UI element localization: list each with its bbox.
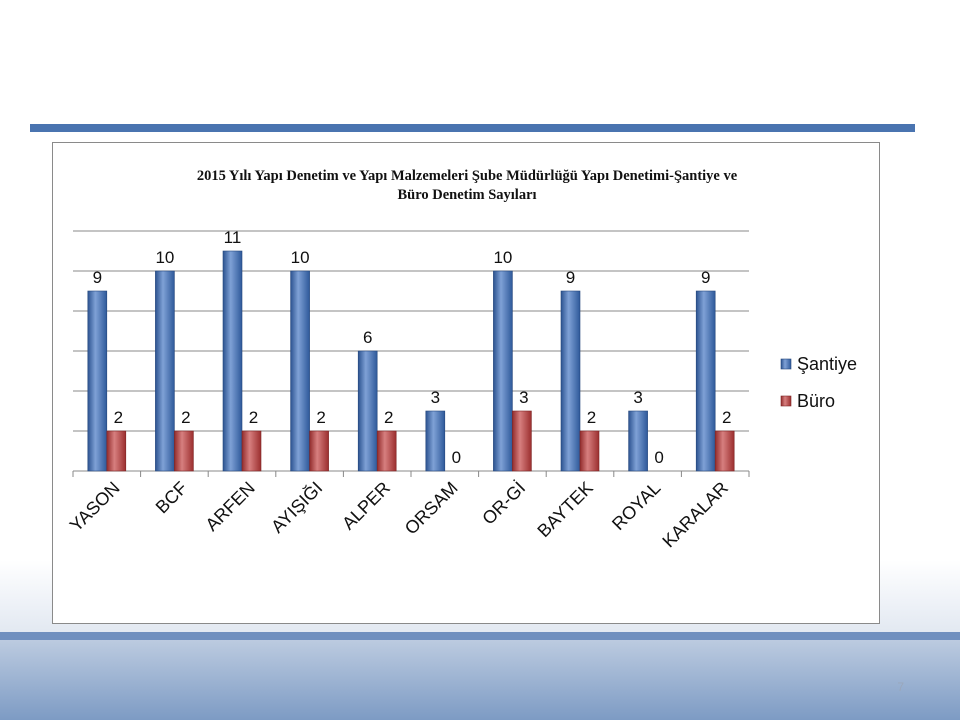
data-label: 2	[249, 408, 258, 427]
bar-Şantiye-BAYTEK	[560, 290, 581, 472]
data-label: 3	[431, 388, 440, 407]
legend-label: Şantiye	[797, 354, 857, 374]
data-label: 10	[155, 248, 174, 267]
data-label: 2	[316, 408, 325, 427]
data-label: 9	[701, 268, 710, 287]
category-label: OR-Gİ	[478, 478, 529, 529]
bar-Büro-YASON	[106, 430, 127, 472]
category-label: ARFEN	[202, 478, 259, 535]
category-label: KARALAR	[658, 478, 732, 552]
footer-band	[0, 632, 960, 720]
data-label: 11	[224, 228, 242, 247]
bar-Şantiye-YASON	[87, 290, 108, 472]
bar-Büro-AYIŞIĞI	[309, 430, 329, 472]
data-label: 10	[493, 248, 512, 267]
data-label: 9	[93, 268, 102, 287]
bar-Büro-KARALAR	[714, 430, 735, 472]
bar-Büro-BCF	[174, 430, 194, 472]
category-label: YASON	[66, 478, 124, 536]
category-label: ALPER	[338, 478, 394, 534]
bar-Şantiye-ROYAL	[628, 410, 648, 472]
bar-Şantiye-ARFEN	[222, 250, 243, 472]
data-label: 3	[519, 388, 528, 407]
title-divider	[30, 124, 915, 132]
bar-Şantiye-BCF	[155, 270, 175, 472]
bar-Şantiye-ORSAM	[425, 410, 446, 472]
chart-frame: 2015 Yılı Yapı Denetim ve Yapı Malzemele…	[52, 142, 880, 624]
category-label: ORSAM	[401, 478, 462, 539]
chart-title-line-2: Büro Denetim Sayıları	[397, 187, 537, 203]
data-label: 2	[384, 408, 393, 427]
data-label: 9	[566, 268, 575, 287]
legend-swatch	[780, 395, 792, 407]
data-label: 0	[452, 448, 461, 467]
data-label: 0	[654, 448, 663, 467]
data-label: 2	[722, 408, 731, 427]
bar-Şantiye-OR-Gİ	[493, 270, 513, 472]
chart-title: 2015 Yılı Yapı Denetim ve Yapı Malzemele…	[53, 167, 881, 205]
bar-chart: 9 2 YASON 10 2 BCF 11 2 ARFEN 10 2 AYIŞIĞI 6 2 ALPER 3 0…	[66, 228, 857, 552]
bar-Büro-BAYTEK	[579, 430, 600, 472]
category-label: ROYAL	[608, 478, 664, 534]
bar-Büro-ARFEN	[241, 430, 262, 472]
legend-swatch	[780, 358, 792, 370]
data-label: 2	[181, 408, 190, 427]
bar-Büro-OR-Gİ	[512, 410, 532, 472]
bar-Büro-ALPER	[376, 430, 397, 472]
legend-label: Büro	[797, 391, 835, 411]
bar-Şantiye-ALPER	[357, 350, 378, 472]
data-label: 2	[587, 408, 596, 427]
category-label: BCF	[152, 478, 192, 518]
bar-Şantiye-AYIŞIĞI	[290, 270, 310, 472]
data-label: 3	[633, 388, 642, 407]
page-number: 7	[897, 680, 904, 694]
data-label: 6	[363, 328, 372, 347]
chart-title-line-1: 2015 Yılı Yapı Denetim ve Yapı Malzemele…	[196, 168, 738, 184]
category-label: BAYTEK	[533, 478, 596, 541]
category-label: AYIŞIĞI	[267, 477, 327, 537]
bar-Şantiye-KARALAR	[695, 290, 716, 472]
data-label: 2	[114, 408, 123, 427]
data-label: 10	[291, 248, 310, 267]
